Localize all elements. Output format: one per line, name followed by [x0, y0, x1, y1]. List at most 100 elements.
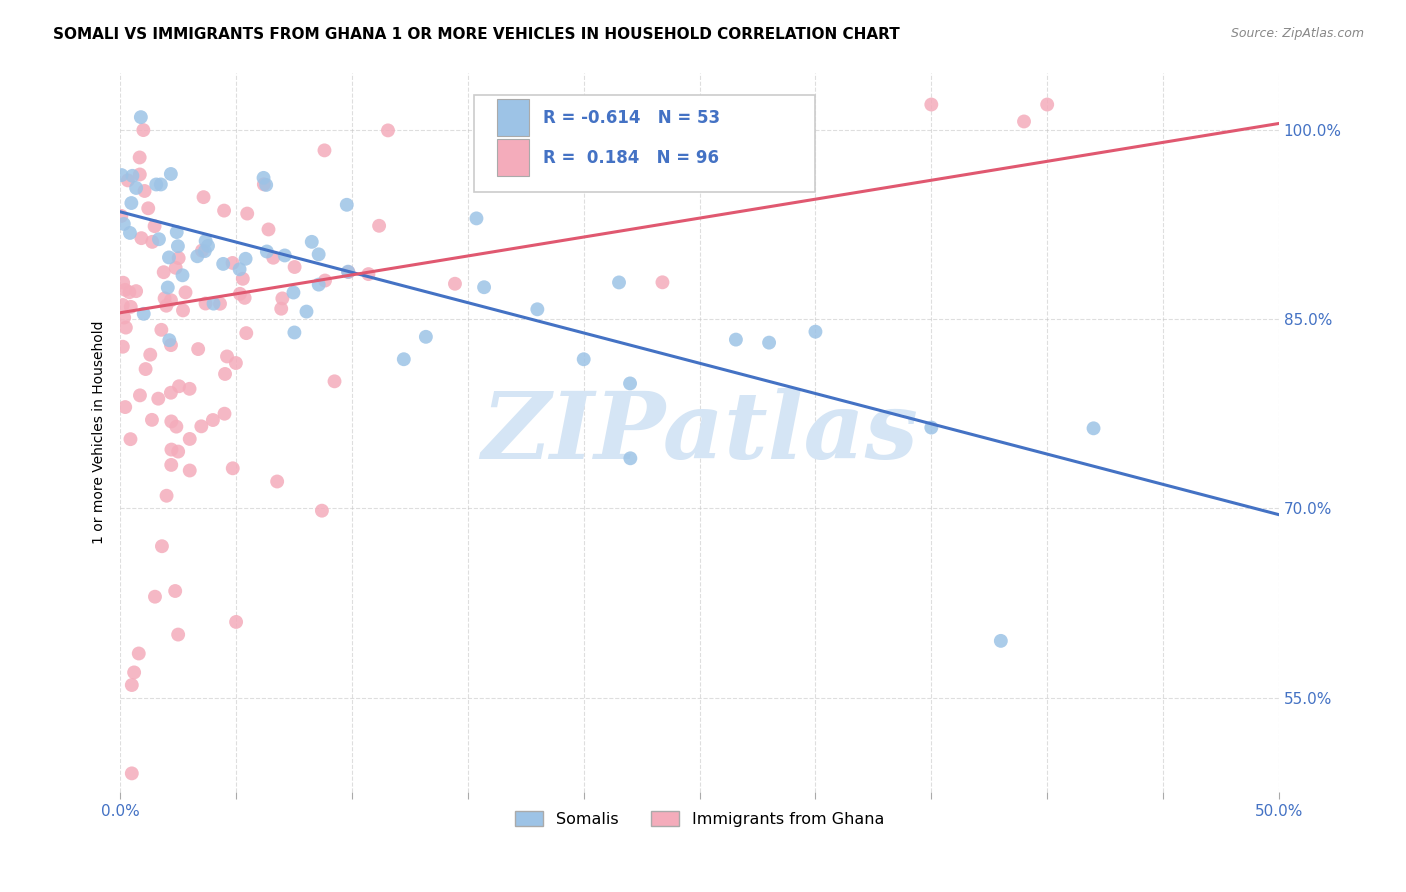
- Point: [118, 226, 141, 240]
- Point: [920, 420, 942, 434]
- Point: [295, 304, 318, 318]
- Point: [165, 419, 187, 434]
- Point: [337, 265, 360, 279]
- Point: [253, 178, 276, 192]
- Point: [284, 260, 307, 274]
- Point: [121, 169, 143, 183]
- Point: [136, 202, 159, 216]
- Point: [111, 298, 134, 312]
- Point: [323, 374, 346, 388]
- Point: [157, 251, 180, 265]
- Point: [125, 284, 148, 298]
- Point: [474, 178, 496, 192]
- Point: [336, 198, 359, 212]
- Point: [112, 310, 135, 325]
- Point: [160, 442, 183, 457]
- Point: [167, 251, 190, 265]
- Point: [337, 265, 360, 279]
- Point: [314, 274, 336, 288]
- Point: [465, 211, 488, 226]
- Point: [215, 350, 238, 364]
- FancyBboxPatch shape: [474, 95, 815, 192]
- Point: [368, 219, 391, 233]
- Point: [111, 340, 134, 354]
- Point: [314, 144, 336, 158]
- Point: [274, 248, 297, 262]
- Point: [114, 400, 136, 414]
- Point: [444, 277, 467, 291]
- Point: [222, 461, 245, 475]
- Point: [150, 323, 173, 337]
- FancyBboxPatch shape: [496, 139, 529, 177]
- Point: [179, 382, 201, 396]
- Point: [257, 222, 280, 236]
- Point: [236, 206, 259, 220]
- Point: [112, 217, 135, 231]
- Point: [212, 203, 235, 218]
- Point: [254, 178, 277, 192]
- Point: [157, 333, 180, 347]
- Point: [128, 151, 150, 165]
- Point: [1036, 97, 1059, 112]
- Point: [225, 615, 247, 629]
- Text: R = -0.614   N = 53: R = -0.614 N = 53: [543, 109, 720, 127]
- Point: [235, 326, 257, 340]
- Point: [143, 590, 166, 604]
- Point: [143, 219, 166, 234]
- Point: [308, 277, 330, 292]
- Point: [194, 234, 217, 248]
- Point: [112, 276, 135, 290]
- Point: [165, 260, 187, 275]
- Point: [233, 291, 256, 305]
- Point: [110, 168, 132, 182]
- Point: [190, 419, 212, 434]
- Point: [167, 627, 190, 641]
- Point: [266, 475, 288, 489]
- Point: [160, 167, 183, 181]
- Point: [572, 352, 595, 367]
- Point: [118, 285, 141, 300]
- Point: [990, 633, 1012, 648]
- Point: [193, 190, 215, 204]
- Point: [1083, 421, 1105, 435]
- Point: [132, 123, 155, 137]
- Point: [208, 297, 231, 311]
- Point: [271, 292, 294, 306]
- Point: [920, 97, 942, 112]
- Point: [651, 275, 673, 289]
- Point: [121, 766, 143, 780]
- Point: [804, 325, 827, 339]
- Point: [129, 110, 152, 124]
- Point: [235, 252, 257, 266]
- Point: [283, 326, 305, 340]
- Point: [526, 302, 548, 317]
- Text: R =  0.184   N = 96: R = 0.184 N = 96: [543, 148, 718, 167]
- Point: [724, 333, 747, 347]
- Point: [197, 239, 219, 253]
- Point: [160, 338, 183, 352]
- Point: [148, 232, 170, 246]
- Point: [607, 276, 630, 290]
- Point: [194, 296, 217, 310]
- Point: [619, 376, 641, 391]
- Point: [167, 444, 190, 458]
- Point: [256, 244, 278, 259]
- Point: [1012, 114, 1035, 128]
- Point: [115, 320, 138, 334]
- Point: [262, 251, 284, 265]
- Point: [202, 296, 225, 310]
- Point: [212, 257, 235, 271]
- Point: [214, 367, 236, 381]
- Point: [149, 178, 172, 192]
- Y-axis label: 1 or more Vehicles in Household: 1 or more Vehicles in Household: [93, 321, 107, 544]
- Point: [167, 379, 190, 393]
- Point: [135, 362, 157, 376]
- Legend: Somalis, Immigrants from Ghana: Somalis, Immigrants from Ghana: [506, 803, 893, 835]
- Point: [134, 184, 156, 198]
- Point: [758, 335, 780, 350]
- Point: [179, 432, 201, 446]
- Point: [179, 463, 201, 477]
- Point: [270, 301, 292, 316]
- Point: [120, 432, 142, 446]
- Point: [128, 168, 150, 182]
